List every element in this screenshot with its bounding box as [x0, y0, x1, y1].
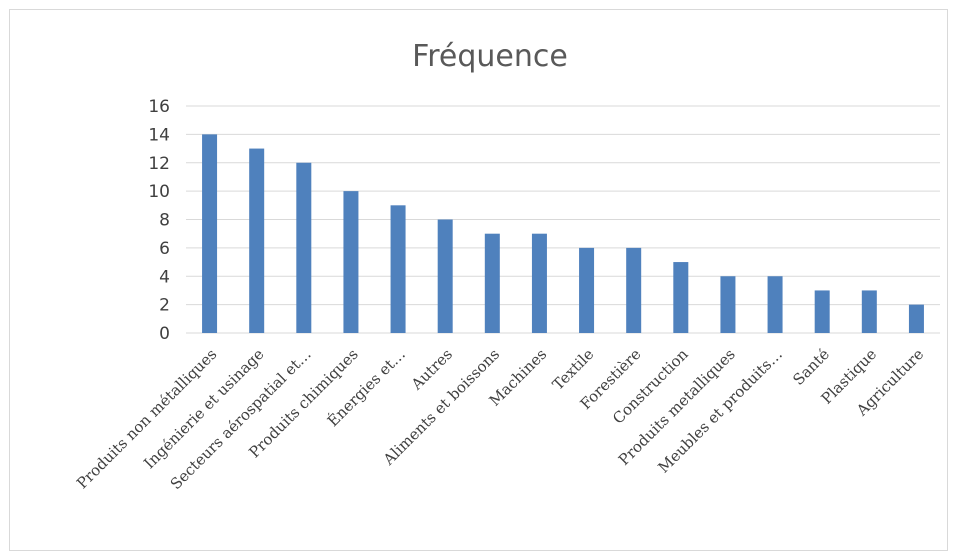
bar — [437, 219, 453, 333]
bar — [579, 247, 595, 333]
y-tick-label: 4 — [159, 267, 170, 287]
bar — [249, 148, 265, 333]
y-tick-label: 14 — [148, 125, 170, 145]
bar — [673, 262, 689, 333]
bar — [626, 247, 642, 333]
bar — [202, 134, 218, 333]
bar — [296, 162, 312, 333]
y-tick-label: 2 — [159, 296, 170, 316]
bars — [202, 134, 924, 333]
y-tick-label: 16 — [148, 97, 170, 117]
y-tick-label: 8 — [159, 211, 170, 231]
bar — [908, 304, 924, 333]
bar — [814, 290, 830, 333]
y-tick-label: 10 — [148, 182, 170, 202]
bar — [531, 233, 547, 333]
y-axis-ticks: 0 2 4 6 8 10 12 14 16 — [148, 97, 170, 344]
bar — [767, 276, 783, 333]
y-tick-label: 12 — [148, 154, 170, 174]
bar — [390, 205, 406, 333]
bar — [484, 233, 500, 333]
y-tick-label: 6 — [159, 239, 170, 259]
gridlines — [186, 105, 940, 334]
y-tick-label: 0 — [159, 324, 170, 344]
bar — [343, 191, 359, 333]
chart-title: Fréquence — [412, 39, 568, 74]
chart-frame — [9, 9, 948, 551]
x-tick-label: Santé — [789, 345, 833, 389]
bar — [720, 276, 736, 333]
bar — [861, 290, 877, 333]
